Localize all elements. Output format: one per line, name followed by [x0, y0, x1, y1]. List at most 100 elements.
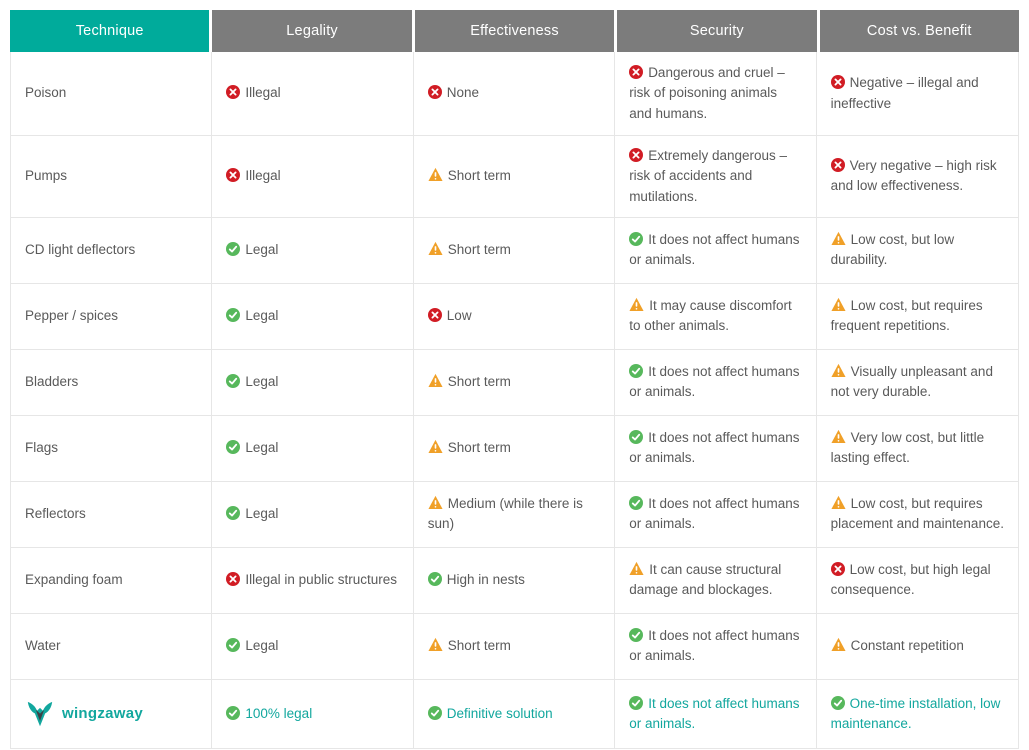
status-text: It does not affect humans or animals.: [629, 430, 800, 466]
table-row: Bladders Legal Short term It does not affec…: [11, 349, 1018, 416]
status-text: Illegal in public structures: [226, 570, 397, 590]
technique-label: Pumps: [25, 168, 68, 184]
table-row: Reflectors Legal Medium (while there is su…: [11, 481, 1018, 548]
legality-cell: Legal: [212, 349, 414, 415]
security-cell: It does not affect humans or animals.: [615, 217, 817, 283]
status-text: Very negative – high risk and low effect…: [830, 158, 997, 194]
warning-icon: [831, 429, 846, 443]
technique-label: Expanding foam: [25, 572, 123, 588]
table-header-row: Technique Legality Effectiveness Securit…: [10, 10, 1019, 52]
technique-cell: Water: [11, 613, 213, 679]
effectiveness-cell: Medium (while there is sun): [414, 481, 616, 547]
success-icon: [226, 308, 241, 323]
cost-benefit-cell: Low cost, but requires frequent repetiti…: [817, 284, 1018, 349]
status-text: Medium (while there is sun): [427, 495, 583, 532]
success-icon: [629, 364, 644, 378]
technique-label: Reflectors: [25, 506, 86, 522]
technique-label: Flags: [25, 440, 59, 456]
cost-benefit-cell: Very negative – high risk and low effect…: [817, 136, 1018, 217]
technique-cell: Pepper / spices: [11, 283, 213, 349]
cost-benefit-cell: Negative – illegal and ineffective: [817, 52, 1018, 135]
error-icon: [226, 85, 241, 100]
technique-cell: wingzaway: [11, 679, 213, 748]
error-icon: [427, 85, 442, 100]
technique-cell: Expanding foam: [11, 547, 213, 613]
status-text: Legal: [226, 636, 278, 656]
status-text: Very low cost, but little lasting effect…: [830, 429, 985, 466]
table-row: Pepper / spices Legal Low It may cause disc…: [11, 283, 1018, 350]
status-text: Extremely dangerous – risk of accidents …: [629, 148, 788, 204]
legality-cell: Legal: [212, 613, 414, 679]
status-text: 100% legal: [226, 704, 312, 724]
legality-cell: Illegal: [212, 52, 414, 135]
success-icon: [226, 374, 241, 389]
warning-icon: [831, 297, 846, 311]
wingzaway-wings-logo: [27, 701, 53, 726]
technique-cell: CD light deflectors: [11, 217, 213, 283]
table-row: Water Legal Short term It does not affect h…: [11, 613, 1018, 680]
status-text: Legal: [226, 372, 278, 392]
security-cell: It does not affect humans or animals.: [615, 415, 817, 481]
error-icon: [226, 572, 241, 587]
cost-benefit-cell: Very low cost, but little lasting effect…: [817, 416, 1018, 481]
status-text: Illegal: [226, 83, 281, 103]
success-icon: [226, 440, 241, 455]
status-text: Short term: [428, 166, 511, 186]
effectiveness-cell: Short term: [414, 415, 616, 481]
table-row: Poison Illegal None Dangerous and cruel – r…: [11, 52, 1018, 136]
legality-cell: Legal: [212, 481, 414, 547]
brand-name: wingzaway: [62, 704, 144, 722]
status-text: Dangerous and cruel – risk of poisoning …: [629, 65, 785, 121]
table-row: Flags Legal Short term It does not affect h…: [11, 415, 1018, 482]
technique-label: Water: [25, 638, 61, 654]
effectiveness-cell: Definitive solution: [414, 679, 616, 748]
effectiveness-cell: Short term: [414, 613, 616, 679]
status-text: Low cost, but requires placement and mai…: [830, 495, 1004, 532]
technique-label: Pepper / spices: [25, 308, 119, 324]
status-text: Legal: [226, 240, 278, 260]
security-cell: Dangerous and cruel – risk of poisoning …: [615, 52, 817, 135]
cost-benefit-cell: Constant repetition: [817, 614, 1018, 679]
security-cell: Extremely dangerous – risk of accidents …: [615, 136, 817, 217]
warning-icon: [629, 297, 644, 311]
warning-icon: [428, 440, 443, 454]
status-text: It does not affect humans or animals.: [629, 695, 800, 731]
warning-icon: [831, 638, 846, 652]
success-icon: [226, 506, 241, 521]
status-text: It does not affect humans or animals.: [629, 364, 800, 400]
status-text: Low cost, but requires frequent repetiti…: [830, 297, 983, 334]
effectiveness-cell: Short term: [414, 349, 616, 415]
effectiveness-cell: Short term: [414, 136, 616, 217]
column-header-technique: Technique: [10, 10, 210, 52]
security-cell: It does not affect humans or animals.: [615, 613, 817, 679]
success-icon: [226, 242, 241, 257]
status-text: It does not affect humans or animals.: [629, 232, 800, 268]
status-text: Definitive solution: [427, 704, 553, 724]
column-header-cost-benefit: Cost vs. Benefit: [819, 10, 1019, 52]
security-cell: It does not affect humans or animals.: [615, 481, 817, 547]
status-text: Visually unpleasant and not very durable…: [830, 363, 993, 400]
column-header-security: Security: [617, 10, 817, 52]
effectiveness-cell: Short term: [414, 217, 616, 283]
warning-icon: [831, 363, 846, 377]
cost-benefit-cell: Low cost, but low durability.: [817, 218, 1018, 283]
technique-cell: Bladders: [11, 349, 213, 415]
status-text: One-time installation, low maintenance.: [830, 695, 1001, 731]
legality-cell: Legal: [212, 217, 414, 283]
status-text: Legal: [226, 504, 278, 524]
status-text: Short term: [428, 438, 511, 458]
technique-label: Poison: [25, 85, 67, 101]
status-text: It can cause structural damage and block…: [629, 561, 782, 598]
status-text: Short term: [428, 636, 511, 656]
warning-icon: [831, 231, 846, 245]
success-icon: [629, 232, 644, 246]
security-cell: It does not affect humans or animals.: [615, 679, 817, 748]
success-icon: [226, 705, 241, 720]
status-text: Negative – illegal and ineffective: [830, 75, 979, 111]
legality-cell: 100% legal: [212, 679, 414, 748]
cost-benefit-cell: Visually unpleasant and not very durable…: [817, 350, 1018, 415]
status-text: Low cost, but low durability.: [830, 231, 955, 268]
success-icon: [226, 638, 241, 653]
status-text: Legal: [226, 438, 278, 458]
column-header-legality: Legality: [212, 10, 412, 52]
